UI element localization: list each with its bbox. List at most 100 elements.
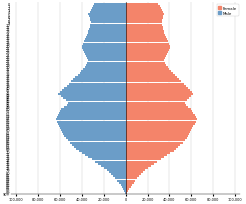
Bar <box>126 129 191 131</box>
Bar <box>126 45 170 47</box>
Bar <box>126 50 169 52</box>
Bar <box>126 123 195 125</box>
Bar <box>75 77 126 79</box>
Bar <box>126 119 197 121</box>
Bar <box>68 102 126 104</box>
Bar <box>117 180 126 182</box>
Bar <box>64 106 126 108</box>
Bar <box>86 37 126 39</box>
Bar <box>126 188 129 190</box>
Bar <box>126 35 165 37</box>
Bar <box>126 154 167 156</box>
Bar <box>124 190 126 192</box>
Legend: Female, Male: Female, Male <box>216 5 239 17</box>
Bar <box>62 131 126 133</box>
Bar <box>126 81 181 83</box>
Bar <box>58 115 126 117</box>
Bar <box>113 175 126 177</box>
Bar <box>72 144 126 146</box>
Bar <box>83 43 126 45</box>
Bar <box>92 8 126 10</box>
Bar <box>80 73 126 75</box>
Bar <box>69 83 126 85</box>
Bar <box>122 186 126 188</box>
Bar <box>126 115 195 117</box>
Bar <box>107 169 126 171</box>
Bar <box>101 165 126 167</box>
Bar <box>87 35 126 37</box>
Bar <box>126 14 164 16</box>
Bar <box>82 152 126 154</box>
Bar <box>91 22 126 24</box>
Bar <box>57 121 126 123</box>
Bar <box>126 77 177 79</box>
Bar <box>90 12 126 14</box>
Bar <box>126 182 134 184</box>
Bar <box>126 104 186 106</box>
Bar <box>126 20 162 22</box>
Bar <box>126 24 162 27</box>
Bar <box>58 123 126 125</box>
Bar <box>126 22 162 24</box>
Bar <box>126 190 128 192</box>
Bar <box>81 71 126 73</box>
Bar <box>74 146 126 148</box>
Bar <box>70 142 126 144</box>
Bar <box>126 98 189 100</box>
Bar <box>126 29 163 31</box>
Bar <box>93 6 126 8</box>
Bar <box>126 146 178 148</box>
Bar <box>60 110 126 112</box>
Bar <box>85 67 126 68</box>
Bar <box>126 10 162 12</box>
Bar <box>126 106 188 108</box>
Bar <box>123 188 126 190</box>
Bar <box>126 131 190 133</box>
Bar <box>126 138 187 140</box>
Bar <box>126 163 154 165</box>
Bar <box>126 27 163 29</box>
Bar <box>126 75 175 77</box>
Bar <box>126 8 161 10</box>
Bar <box>126 3 158 6</box>
Bar <box>115 177 126 180</box>
Bar <box>60 127 126 129</box>
Bar <box>90 27 126 29</box>
Bar <box>126 113 193 114</box>
Bar <box>67 104 126 106</box>
Bar <box>126 87 188 89</box>
Bar <box>90 24 126 27</box>
Bar <box>65 138 126 140</box>
Bar <box>85 54 126 56</box>
Bar <box>126 133 189 135</box>
Bar <box>63 133 126 135</box>
Bar <box>126 167 148 169</box>
Bar <box>126 161 157 163</box>
Bar <box>109 171 126 173</box>
Bar <box>89 157 126 159</box>
Bar <box>82 45 126 47</box>
Bar <box>57 117 126 119</box>
Bar <box>79 150 126 152</box>
Bar <box>77 148 126 150</box>
Bar <box>126 52 168 54</box>
Bar <box>111 173 126 175</box>
Bar <box>87 58 126 60</box>
Bar <box>95 161 126 163</box>
Bar <box>126 152 170 154</box>
Bar <box>91 10 126 12</box>
Bar <box>89 31 126 33</box>
Bar <box>89 16 126 18</box>
Bar <box>126 56 166 58</box>
Bar <box>94 3 126 6</box>
Bar <box>126 192 127 194</box>
Bar <box>126 41 168 43</box>
Bar <box>126 67 168 68</box>
Bar <box>126 127 192 129</box>
Bar <box>126 16 163 18</box>
Bar <box>126 71 171 73</box>
Bar <box>87 62 126 64</box>
Bar <box>126 73 173 75</box>
Bar <box>58 94 126 96</box>
Bar <box>126 165 151 167</box>
